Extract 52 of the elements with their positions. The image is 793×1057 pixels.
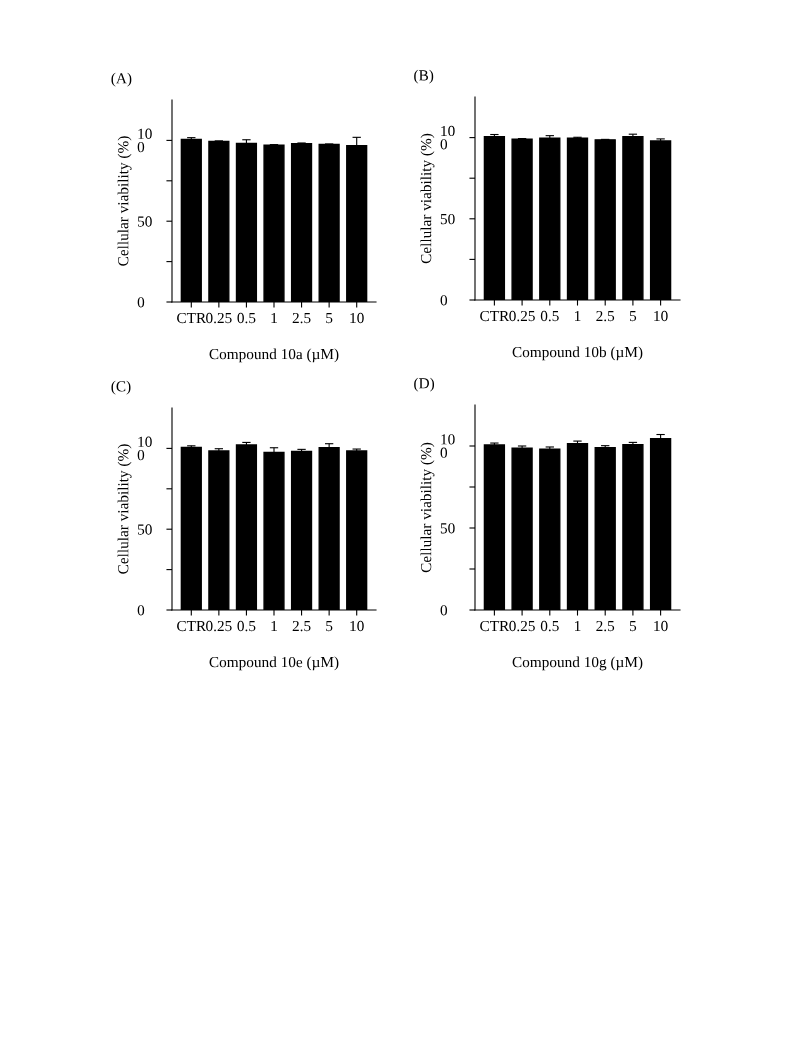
x-tick-label: 1 — [271, 620, 277, 632]
y-axis-title: Cellular viability (%) — [420, 442, 435, 573]
x-axis-title: Compound 10e (µM) — [209, 656, 339, 671]
y-tick-label: 0 — [440, 605, 448, 616]
y-tick-label: 10 0 — [440, 434, 455, 458]
x-tick-label: 2.5 — [292, 312, 311, 324]
x-tick-label: 5 — [326, 313, 333, 324]
y-axis-title: Cellular viability (%) — [420, 133, 435, 264]
chart-title: (C) — [111, 380, 131, 395]
x-tick-label: CTR — [177, 620, 207, 632]
x-tick-label: 0.5 — [540, 620, 559, 632]
x-tick-label: 0.5 — [237, 620, 256, 632]
x-tick-label: 1 — [575, 310, 581, 322]
x-tick-label: 5 — [629, 311, 637, 322]
y-tick-label: 10 0 — [137, 436, 152, 461]
y-tick-label: 0 — [137, 605, 145, 616]
x-tick-label: CTR — [480, 310, 510, 322]
x-tick-label: 2.5 — [292, 620, 311, 632]
x-tick-label: 10 — [350, 620, 364, 632]
x-tick-label: CTR — [177, 312, 207, 324]
x-tick-label: 0.25 — [509, 310, 535, 322]
x-tick-label: 0.25 — [206, 620, 232, 632]
x-tick-label: 1 — [575, 620, 581, 632]
x-tick-label: 10 — [350, 312, 364, 324]
y-tick-label: 50 — [137, 524, 152, 535]
y-axis-title: Cellular viability (%) — [117, 136, 132, 266]
y-tick-label: 0 — [137, 297, 145, 308]
x-tick-label: 1 — [271, 312, 277, 324]
x-tick-label: CTR — [480, 620, 510, 632]
x-tick-label: 5 — [326, 621, 333, 632]
x-axis-title: Compound 10a (µM) — [209, 348, 339, 363]
y-axis-title: Cellular viability (%) — [117, 444, 132, 574]
x-tick-label: 2.5 — [596, 620, 615, 632]
x-tick-label: 10 — [654, 310, 668, 322]
x-tick-label: 0.5 — [237, 312, 256, 324]
chart-title: (D) — [414, 377, 435, 392]
y-tick-label: 0 — [440, 295, 448, 306]
x-tick-label: 10 — [654, 620, 668, 632]
x-tick-label: 0.25 — [206, 312, 232, 324]
x-axis-title: Compound 10b (µM) — [512, 346, 643, 361]
x-tick-label: 5 — [629, 621, 637, 632]
y-tick-label: 10 0 — [137, 128, 152, 153]
x-tick-label: 0.5 — [540, 310, 559, 322]
y-tick-label: 50 — [137, 216, 152, 227]
chart-title: (A) — [111, 72, 132, 87]
chart-title: (B) — [414, 69, 434, 84]
y-tick-label: 50 — [440, 213, 455, 225]
x-axis-title: Compound 10g (µM) — [512, 656, 643, 671]
x-tick-label: 2.5 — [596, 310, 615, 322]
y-tick-label: 10 0 — [440, 125, 455, 150]
x-tick-label: 0.25 — [509, 620, 535, 632]
y-tick-label: 50 — [440, 523, 455, 534]
